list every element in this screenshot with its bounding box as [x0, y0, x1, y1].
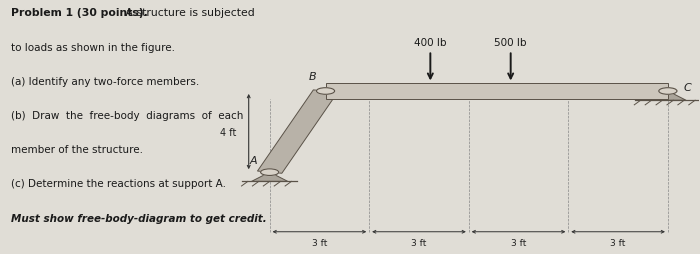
Text: B: B	[309, 72, 317, 82]
Polygon shape	[650, 92, 686, 101]
Text: (a) Identify any two-force members.: (a) Identify any two-force members.	[11, 76, 199, 86]
Text: (c) Determine the reactions at support A.: (c) Determine the reactions at support A…	[11, 179, 226, 189]
Text: 4 ft: 4 ft	[220, 127, 236, 137]
Text: member of the structure.: member of the structure.	[11, 145, 144, 155]
Text: 400 lb: 400 lb	[414, 37, 447, 47]
Text: A structure is subjected: A structure is subjected	[122, 8, 254, 18]
Text: to loads as shown in the figure.: to loads as shown in the figure.	[11, 42, 175, 52]
Polygon shape	[251, 172, 288, 182]
Polygon shape	[326, 84, 668, 99]
Text: 3 ft: 3 ft	[511, 238, 526, 247]
Text: C: C	[683, 83, 691, 93]
Text: 3 ft: 3 ft	[610, 238, 626, 247]
Text: 3 ft: 3 ft	[312, 238, 327, 247]
Text: Must show free-body-diagram to get credit.: Must show free-body-diagram to get credi…	[11, 213, 267, 223]
Text: A: A	[249, 155, 257, 165]
Text: Problem 1 (30 points).: Problem 1 (30 points).	[11, 8, 148, 18]
Text: 500 lb: 500 lb	[494, 37, 527, 47]
Polygon shape	[258, 90, 337, 173]
Circle shape	[659, 88, 677, 95]
Text: (b)  Draw  the  free-body  diagrams  of  each: (b) Draw the free-body diagrams of each	[11, 110, 244, 121]
Text: 3 ft: 3 ft	[412, 238, 427, 247]
Circle shape	[260, 169, 279, 176]
Circle shape	[316, 88, 335, 95]
